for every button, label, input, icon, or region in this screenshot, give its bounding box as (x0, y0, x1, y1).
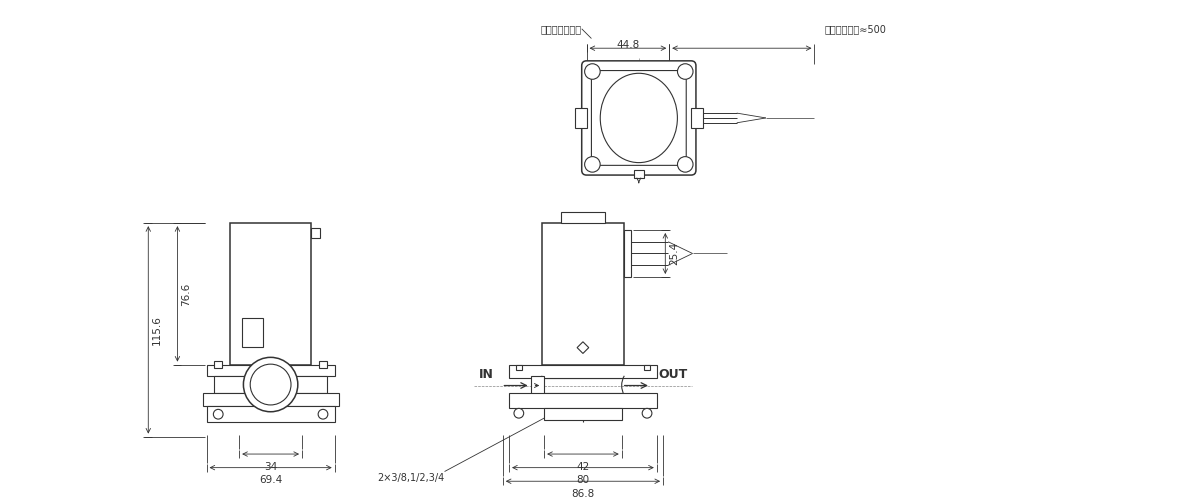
Bar (214, 360, 222, 368)
Bar (509, 393, 657, 408)
Polygon shape (577, 342, 588, 353)
FancyBboxPatch shape (592, 70, 686, 166)
Bar (311, 228, 320, 238)
Bar (202, 393, 339, 406)
Bar (214, 376, 327, 393)
Circle shape (514, 408, 524, 418)
Bar (531, 376, 544, 395)
Circle shape (678, 64, 692, 80)
Bar (230, 223, 311, 364)
Circle shape (637, 116, 641, 120)
Text: 2×3/8,1/2,3/4: 2×3/8,1/2,3/4 (377, 472, 444, 482)
Bar (319, 360, 327, 368)
Bar (543, 223, 623, 364)
Bar (206, 364, 334, 376)
Bar (544, 408, 622, 420)
Text: 42: 42 (576, 462, 589, 472)
Circle shape (585, 64, 600, 80)
Text: OUT: OUT (659, 368, 688, 380)
Circle shape (319, 410, 328, 419)
Circle shape (634, 113, 643, 123)
Bar (623, 230, 631, 277)
Text: 115.6: 115.6 (152, 315, 162, 345)
Circle shape (213, 410, 223, 419)
FancyBboxPatch shape (582, 61, 696, 175)
Bar (561, 212, 605, 223)
Text: リード線長さ≈500: リード線長さ≈500 (824, 24, 887, 34)
Bar (634, 170, 643, 178)
Text: 34: 34 (264, 462, 277, 472)
Circle shape (678, 156, 692, 172)
Text: 69.4: 69.4 (259, 476, 283, 486)
Circle shape (250, 364, 291, 405)
Circle shape (243, 358, 298, 412)
Bar (509, 364, 657, 378)
Bar (206, 406, 334, 422)
Text: 86.8: 86.8 (571, 489, 594, 499)
Bar (242, 318, 264, 347)
Bar (691, 108, 703, 128)
Ellipse shape (600, 74, 677, 162)
Text: ランプ付の場合: ランプ付の場合 (540, 24, 582, 34)
Text: IN: IN (479, 368, 494, 380)
Text: 44.8: 44.8 (616, 40, 640, 50)
Circle shape (585, 156, 600, 172)
Text: 25.4: 25.4 (670, 242, 679, 265)
Bar (645, 364, 651, 370)
Text: 76.6: 76.6 (181, 282, 192, 306)
Circle shape (642, 408, 652, 418)
Bar (516, 364, 522, 370)
Text: 80: 80 (576, 476, 589, 486)
Bar (575, 108, 587, 128)
